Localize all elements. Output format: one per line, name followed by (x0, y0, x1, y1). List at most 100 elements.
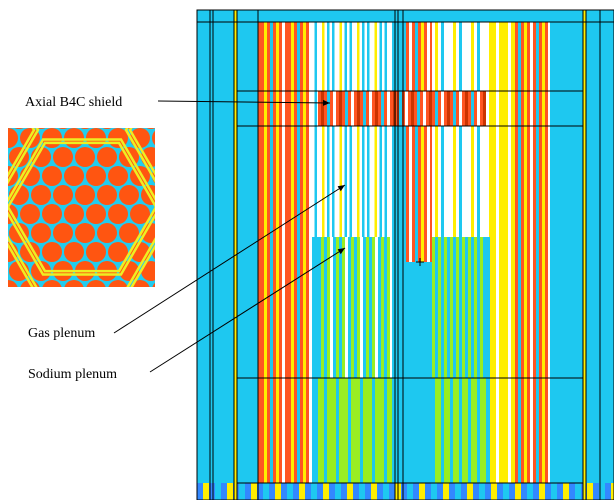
fuel-pin (0, 109, 7, 129)
pin-stripe (342, 91, 345, 126)
fuel-pin (53, 147, 73, 167)
pin-stripe (420, 91, 423, 126)
fuel-pin (42, 280, 62, 300)
fuel-pin (0, 223, 7, 243)
pin-stripe (339, 237, 342, 378)
pin-stripe (336, 237, 339, 378)
fuel-pin (75, 109, 95, 129)
pin-stripe (336, 91, 339, 126)
pin-stripe (491, 483, 497, 500)
pin-stripe (563, 483, 569, 500)
fuel-pin (119, 109, 139, 129)
pin-stripe (515, 483, 521, 500)
fuel-pin (97, 223, 117, 243)
pin-stripe (378, 237, 381, 378)
pin-stripe (377, 483, 383, 500)
pin-stripe (318, 378, 321, 483)
annotation: Gas plenum (28, 326, 95, 341)
pin-stripe (483, 237, 486, 378)
pin-stripe (369, 91, 372, 126)
pin-stripe (382, 22, 385, 237)
pin-stripe (387, 91, 390, 126)
fuel-pin (97, 299, 117, 319)
pin-stripe (333, 237, 336, 378)
pin-stripe (473, 483, 479, 500)
pin-stripe (387, 378, 390, 483)
pin-stripe (347, 483, 353, 500)
pin-stripe (345, 91, 348, 126)
pin-stripe (363, 91, 366, 126)
pin-stripe (438, 22, 441, 237)
pin-stripe (408, 91, 411, 126)
fuel-pin (42, 242, 62, 262)
pin-stripe (413, 483, 419, 500)
pin-stripe (441, 22, 444, 237)
fuel-pin (53, 185, 73, 205)
pin-stripe (321, 378, 324, 483)
pin-stripe (363, 378, 366, 483)
pin-stripe (330, 91, 333, 126)
pin-stripe (324, 237, 327, 378)
pin-stripe (333, 378, 336, 483)
pin-stripe (401, 483, 407, 500)
fuel-pin (86, 280, 106, 300)
pin-stripe (479, 483, 485, 500)
pin-stripe (384, 378, 387, 483)
pin-stripe (263, 483, 269, 500)
pin-stripe (239, 483, 245, 500)
pin-stripe (324, 91, 327, 126)
pin-stripe (409, 22, 412, 262)
pin-stripe (387, 237, 390, 378)
pin-stripe (305, 483, 311, 500)
fuel-pin (64, 280, 84, 300)
pin-stripe (435, 378, 438, 483)
pin-stripe (465, 22, 468, 237)
pin-stripe (390, 91, 393, 126)
pin-stripe (351, 91, 354, 126)
fuel-pin (108, 166, 128, 186)
pin-stripe (462, 237, 465, 378)
pin-stripe (435, 237, 438, 378)
pin-stripe (275, 483, 281, 500)
pin-stripe (427, 22, 430, 262)
fuel-pin (75, 223, 95, 243)
pin-stripe (351, 237, 354, 378)
fuel-pin (20, 204, 40, 224)
pin-stripe (605, 483, 611, 500)
pin-stripe (414, 91, 417, 126)
pin-stripe (340, 22, 343, 237)
fuel-pin (31, 109, 51, 129)
pin-stripe (333, 91, 336, 126)
pin-stripe (527, 483, 533, 500)
pin-stripe (342, 378, 345, 483)
pin-stripe (215, 483, 221, 500)
pin-stripe (444, 91, 447, 126)
pin-stripe (360, 237, 363, 378)
pin-stripe (359, 483, 365, 500)
pin-stripe (453, 378, 456, 483)
pin-stripe (477, 91, 480, 126)
fuel-pin (64, 166, 84, 186)
fuel-pin (0, 261, 7, 281)
pin-stripe (347, 22, 350, 237)
pin-stripe (372, 378, 375, 483)
pin-stripe (435, 91, 438, 126)
fuel-pin (97, 109, 117, 129)
pin-stripe (287, 483, 293, 500)
fuel-pin (64, 204, 84, 224)
fuel-pin (86, 204, 106, 224)
pin-stripe (357, 91, 360, 126)
pin-stripe (474, 237, 477, 378)
pin-stripe (325, 22, 328, 237)
pin-stripe (551, 483, 557, 500)
fuel-pin (152, 280, 172, 300)
fuel-pin (152, 128, 172, 148)
pin-stripe (354, 91, 357, 126)
pin-stripe (378, 91, 381, 126)
fuel-pin (152, 166, 172, 186)
pin-stripe (375, 378, 378, 483)
pin-stripe (372, 237, 375, 378)
pin-stripe (443, 483, 449, 500)
pin-stripe (345, 22, 348, 237)
pin-stripe (323, 483, 329, 500)
